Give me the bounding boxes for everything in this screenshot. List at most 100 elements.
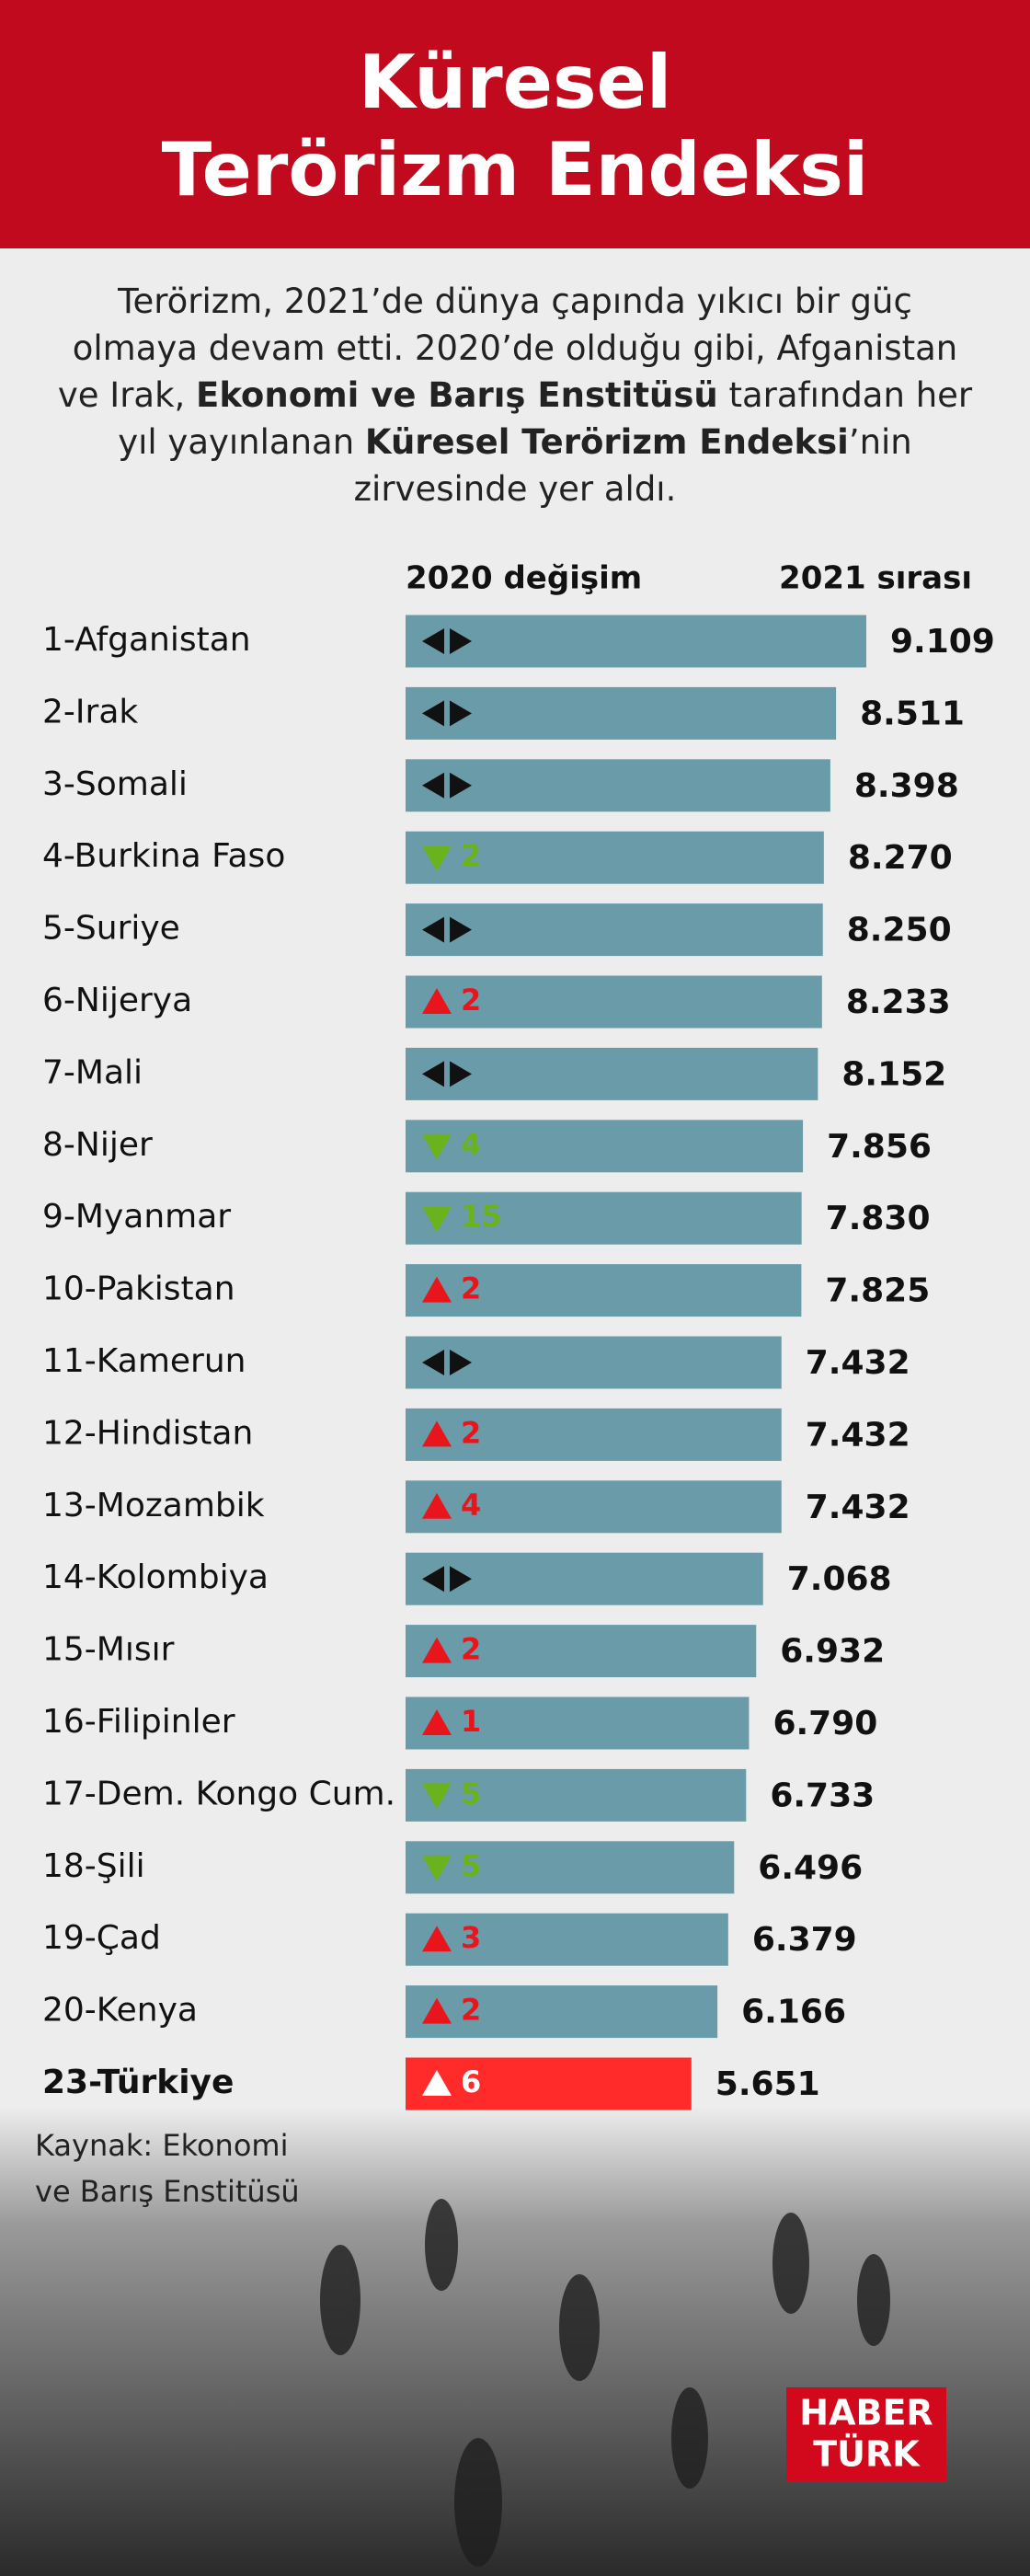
- change-value: 2: [461, 1993, 481, 2028]
- change-arrow: [422, 988, 452, 1014]
- intro-segment: tarafından her yıl yayınlanan: [118, 375, 973, 462]
- change-value: 2: [461, 838, 481, 873]
- change-value: 5: [461, 1848, 481, 1883]
- row-label: 11-Kamerun: [42, 1342, 246, 1380]
- change-arrow: [422, 628, 472, 654]
- change-value: 4: [461, 1488, 481, 1523]
- logo: [786, 2387, 946, 2481]
- value-label: 8.398: [854, 767, 959, 805]
- bar: [406, 1264, 802, 1317]
- bar: [406, 1191, 802, 1245]
- change-value: 4: [461, 1127, 481, 1162]
- column-header: 2021 sırası: [779, 560, 972, 597]
- value-label: 9.109: [890, 623, 995, 661]
- bar: [406, 1768, 747, 1822]
- intro-text: Terörizm, 2021’de dünya çapında yıkıcı b…: [55, 278, 975, 512]
- change-arrow: [422, 1566, 472, 1593]
- bar: [406, 1841, 735, 1894]
- value-label: 6.379: [752, 1921, 857, 1959]
- change-arrow: [422, 772, 472, 799]
- column-header: 2020 değişim: [406, 560, 642, 597]
- source: ve Barış Enstitüsü: [35, 2174, 300, 2209]
- bar: [406, 903, 823, 957]
- row-label: 1-Afganistan: [42, 621, 251, 659]
- value-label: 6.733: [770, 1777, 875, 1814]
- value-label: 8.511: [860, 695, 965, 732]
- value-label: 6.790: [772, 1705, 877, 1742]
- value-label: 8.270: [848, 839, 953, 877]
- bar: [406, 1120, 804, 1173]
- intro-segment: ’nin zirvesinde yer aldı.: [353, 422, 912, 509]
- header-band: [0, 0, 1030, 248]
- row-label: 9-Myanmar: [42, 1198, 231, 1236]
- bar: [406, 686, 837, 740]
- row-label: 6-Nijerya: [42, 982, 192, 1019]
- change-arrow: [422, 700, 472, 727]
- change-arrow: [422, 916, 472, 943]
- row-label: 13-Mozambik: [42, 1487, 265, 1524]
- intro-segment: Ekonomi ve Barış Enstitüsü: [196, 375, 718, 415]
- row-label: 16-Filipinler: [42, 1703, 235, 1741]
- intro-segment: Terörizm, 2021’de dünya çapında yıkıcı b…: [57, 282, 958, 415]
- row-label: 14-Kolombiya: [42, 1558, 269, 1596]
- row-label: 4-Burkina Faso: [42, 837, 285, 875]
- row-label: 17-Dem. Kongo Cum.: [42, 1775, 395, 1812]
- change-value: 2: [461, 1415, 481, 1450]
- row-label: 2-Irak: [42, 693, 138, 730]
- row-label: 18-Şili: [42, 1847, 145, 1885]
- bar: [406, 2057, 692, 2110]
- bar: [406, 1696, 750, 1750]
- value-label: 8.233: [846, 983, 951, 1021]
- change-value: 5: [461, 1776, 481, 1811]
- change-arrow: [422, 1855, 452, 1881]
- value-label: 6.166: [741, 1994, 846, 2031]
- row-label: 7-Mali: [42, 1053, 143, 1091]
- change-value: 15: [461, 1199, 502, 1234]
- row-label: 10-Pakistan: [42, 1271, 235, 1308]
- change-arrow: [422, 1492, 452, 1519]
- change-arrow: [422, 1133, 452, 1160]
- logo-text: HABER: [799, 2393, 933, 2433]
- change-arrow: [422, 1637, 452, 1663]
- value-label: 7.825: [825, 1272, 930, 1310]
- row-label: 5-Suriye: [42, 910, 180, 948]
- row-label: 8-Nijer: [42, 1126, 153, 1164]
- row-label: 19-Çad: [42, 1919, 161, 1957]
- bar: [406, 1913, 728, 1966]
- value-label: 7.830: [826, 1200, 931, 1237]
- row-label: 12-Hindistan: [42, 1414, 253, 1452]
- logo-text: TÜRK: [813, 2434, 921, 2475]
- map-background: [0, 2107, 1030, 2576]
- source: Kaynak: Ekonomi: [35, 2128, 288, 2163]
- value-label: 6.932: [780, 1633, 885, 1671]
- change-arrow: [422, 1783, 452, 1810]
- change-arrow: [422, 1276, 452, 1303]
- bar: [406, 975, 822, 1029]
- change-arrow: [422, 1709, 452, 1735]
- bar: [406, 759, 830, 812]
- row-label: 23-Türkiye: [42, 2064, 234, 2101]
- value-label: 7.432: [806, 1344, 910, 1382]
- value-label: 7.432: [806, 1416, 910, 1454]
- bar: [406, 1985, 718, 2039]
- change-value: 3: [461, 1920, 481, 1955]
- change-arrow: [422, 1061, 472, 1087]
- bar: [406, 1408, 782, 1461]
- bar: [406, 1047, 818, 1100]
- change-value: 2: [461, 1271, 481, 1306]
- value-label: 6.496: [758, 1849, 863, 1887]
- change-arrow: [422, 845, 452, 872]
- change-arrow: [422, 2070, 452, 2096]
- value-label: 7.432: [806, 1489, 910, 1526]
- value-label: 7.068: [787, 1560, 892, 1598]
- change-value: 2: [461, 1632, 481, 1667]
- value-label: 7.856: [827, 1128, 932, 1166]
- value-label: 5.651: [715, 2065, 820, 2103]
- intro-segment: Küresel Terörizm Endeksi: [364, 422, 849, 462]
- change-arrow: [422, 1350, 472, 1375]
- change-value: 1: [461, 1704, 481, 1739]
- change-arrow: [422, 1206, 452, 1233]
- bar: [406, 831, 824, 884]
